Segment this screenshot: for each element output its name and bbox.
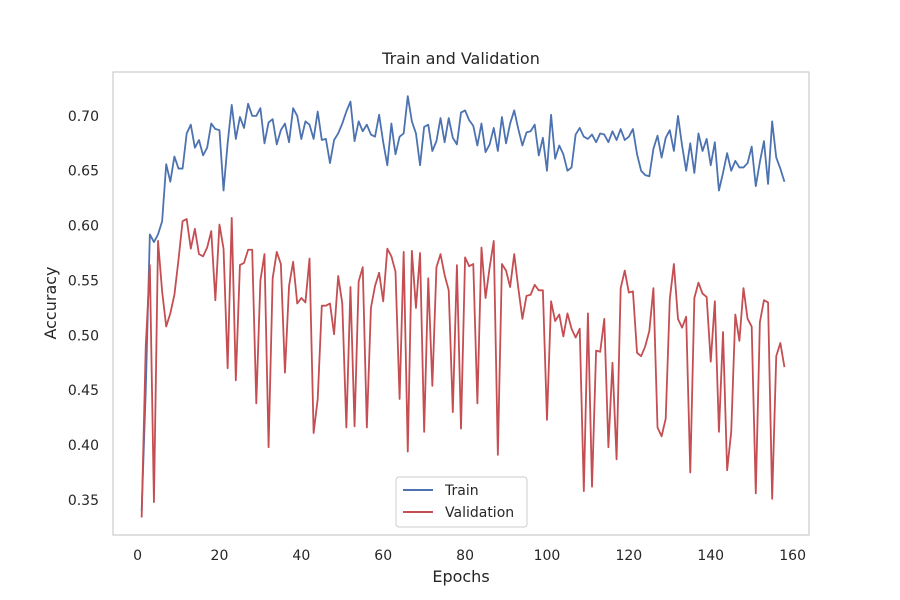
y-tick-label: 0.45 xyxy=(68,383,99,399)
legend: Train Validation xyxy=(396,477,527,527)
x-axis-label: Epochs xyxy=(432,567,489,586)
y-tick-label: 0.60 xyxy=(68,219,99,235)
legend-label-train: Train xyxy=(444,483,479,499)
x-tick-label: 0 xyxy=(133,548,142,564)
chart-title: Train and Validation xyxy=(381,49,540,68)
y-tick-label: 0.50 xyxy=(68,328,99,344)
x-tick-label: 140 xyxy=(697,548,724,564)
x-tick-label: 80 xyxy=(456,548,474,564)
y-axis-label: Accuracy xyxy=(41,266,60,339)
plot-area xyxy=(113,72,809,535)
y-tick-label: 0.65 xyxy=(68,164,99,180)
y-tick-label: 0.70 xyxy=(68,109,99,125)
y-tick-label: 0.55 xyxy=(68,273,99,289)
x-tick-label: 100 xyxy=(534,548,561,564)
y-tick-label: 0.35 xyxy=(68,493,99,509)
legend-label-validation: Validation xyxy=(445,505,514,521)
x-tick-label: 120 xyxy=(615,548,642,564)
x-tick-label: 20 xyxy=(211,548,229,564)
y-tick-label: 0.40 xyxy=(68,438,99,454)
x-tick-label: 160 xyxy=(779,548,806,564)
x-tick-label: 60 xyxy=(374,548,392,564)
plot-frame xyxy=(113,72,809,535)
x-tick-label: 40 xyxy=(292,548,310,564)
